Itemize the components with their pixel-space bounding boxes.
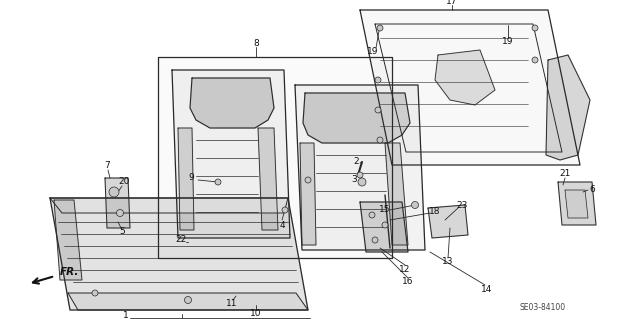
Text: 19: 19 [367, 48, 379, 56]
Text: 19: 19 [502, 38, 514, 47]
Circle shape [357, 172, 363, 178]
Text: 12: 12 [399, 265, 411, 275]
Text: 6: 6 [589, 186, 595, 195]
Polygon shape [178, 128, 194, 230]
Circle shape [372, 237, 378, 243]
Text: 15: 15 [380, 205, 391, 214]
Text: 16: 16 [403, 278, 413, 286]
Polygon shape [385, 143, 408, 245]
Circle shape [412, 202, 419, 209]
Text: 10: 10 [250, 309, 262, 318]
Polygon shape [105, 178, 130, 228]
Circle shape [369, 212, 375, 218]
Text: 14: 14 [481, 286, 493, 294]
Polygon shape [546, 55, 590, 160]
Circle shape [382, 222, 388, 228]
Text: 17: 17 [446, 0, 458, 6]
Polygon shape [190, 78, 274, 128]
Polygon shape [50, 198, 288, 213]
Polygon shape [303, 93, 410, 143]
Polygon shape [172, 70, 290, 238]
Circle shape [377, 137, 383, 143]
Text: FR.: FR. [60, 267, 79, 277]
Polygon shape [158, 57, 392, 258]
Text: 2: 2 [353, 158, 359, 167]
Text: 22: 22 [175, 235, 187, 244]
Text: 1: 1 [123, 311, 129, 319]
Polygon shape [50, 198, 308, 310]
Circle shape [116, 210, 124, 217]
Circle shape [532, 57, 538, 63]
Polygon shape [300, 143, 316, 245]
Text: 4: 4 [279, 220, 285, 229]
Text: 3: 3 [351, 175, 357, 184]
Polygon shape [435, 50, 495, 105]
Text: 7: 7 [104, 161, 110, 170]
Text: 11: 11 [227, 300, 237, 308]
Text: 5: 5 [119, 227, 125, 236]
Circle shape [358, 178, 366, 186]
Polygon shape [54, 200, 82, 280]
Text: 23: 23 [456, 201, 468, 210]
Polygon shape [565, 190, 588, 218]
Circle shape [305, 177, 311, 183]
Text: 8: 8 [253, 39, 259, 48]
Polygon shape [428, 205, 468, 238]
Circle shape [184, 296, 191, 303]
Polygon shape [68, 293, 308, 310]
Circle shape [375, 107, 381, 113]
Text: 20: 20 [118, 177, 130, 187]
Polygon shape [258, 128, 278, 230]
Text: 9: 9 [188, 174, 194, 182]
Text: 21: 21 [559, 169, 571, 179]
Circle shape [282, 207, 288, 213]
Circle shape [92, 290, 98, 296]
Text: 13: 13 [442, 257, 454, 266]
Polygon shape [558, 182, 596, 225]
Text: SE03-84100: SE03-84100 [520, 303, 566, 313]
Polygon shape [360, 202, 408, 252]
Circle shape [377, 25, 383, 31]
Circle shape [215, 179, 221, 185]
Circle shape [109, 187, 119, 197]
Polygon shape [360, 10, 580, 165]
Polygon shape [295, 85, 425, 250]
Circle shape [375, 77, 381, 83]
Text: 18: 18 [429, 207, 441, 217]
Circle shape [532, 25, 538, 31]
